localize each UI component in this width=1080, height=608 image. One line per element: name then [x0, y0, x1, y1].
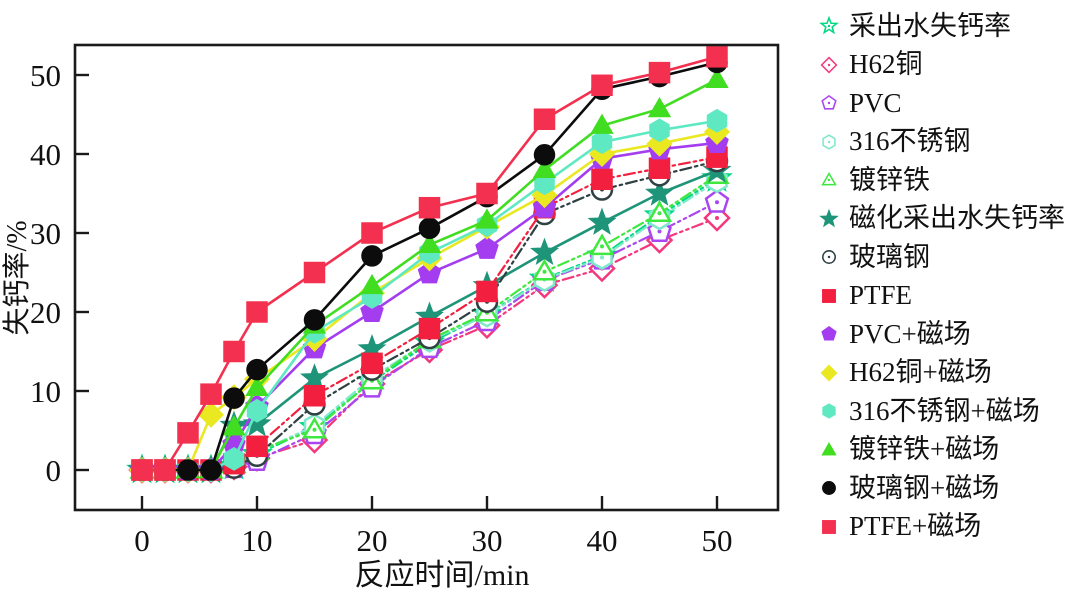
legend-marker-circle-filled-icon: [822, 481, 836, 496]
legend-item: PTFE+磁场: [816, 508, 1078, 547]
legend-marker-triangle-filled-icon: [821, 441, 837, 456]
x-tick-label: 50: [702, 523, 733, 558]
legend-marker-pentagon-filled-icon: [821, 326, 837, 341]
x-axis-label: 反应时间/min: [354, 559, 529, 592]
plot-border: [73, 43, 780, 512]
legend-marker-star-open-icon: [819, 15, 839, 35]
legend-item: 玻璃钢+磁场: [816, 469, 1078, 508]
legend-label: 磁化采出水失钙率: [849, 203, 1065, 234]
legend-label: PTFE: [849, 280, 913, 311]
legend-marker-square-filled-icon: [822, 288, 836, 303]
x-tick-label: 30: [472, 523, 503, 558]
y-tick-label: 40: [30, 137, 61, 172]
legend-item: H62铜+磁场: [816, 354, 1078, 393]
legend-item: 镀锌铁+磁场: [816, 431, 1078, 470]
legend-item: 316不锈钢+磁场: [816, 392, 1078, 431]
y-axis-label: 失钙率/%: [1, 220, 33, 335]
legend-label: 316不锈钢+磁场: [849, 395, 1040, 426]
legend-item: 镀锌铁: [816, 161, 1078, 200]
legend-label: 采出水失钙率: [849, 10, 1011, 41]
legend-item: PTFE: [816, 277, 1078, 316]
legend-label: 玻璃钢: [849, 241, 930, 272]
series-H62铜+磁场: [128, 118, 731, 484]
tick-layer: 0 10 20 30 40 50 0 10 20 30 40 50: [30, 58, 733, 558]
legend-marker-pentagon-open-icon: [821, 95, 837, 110]
legend-marker-hexagon-open-icon: [822, 134, 836, 150]
x-tick-label: 20: [357, 523, 388, 558]
legend: 采出水失钙率 H62铜 PVC 316不锈钢 镀锌铁磁化采出水失钙率 玻璃钢 PTFE PVC…: [816, 7, 1078, 546]
legend-item: H62铜: [816, 46, 1078, 85]
legend-marker-star-filled-icon: [819, 208, 839, 227]
legend-label: PTFE+磁场: [849, 511, 982, 542]
y-tick-label: 0: [46, 453, 62, 488]
legend-marker-triangle-open-icon: [821, 172, 837, 186]
legend-item: 玻璃钢: [816, 238, 1078, 277]
legend-marker-circle-open-icon: [822, 250, 836, 265]
legend-label: 镀锌铁: [849, 164, 930, 195]
y-tick-label: 30: [30, 216, 61, 251]
series-316不锈钢+磁场: [131, 108, 728, 482]
legend-marker-diamond-open-icon: [820, 56, 838, 74]
legend-label: H62铜: [849, 49, 923, 80]
y-tick-label: 10: [30, 374, 61, 409]
x-tick-label: 40: [587, 523, 618, 558]
legend-item: 316不锈钢: [816, 123, 1078, 162]
legend-marker-hexagon-filled-icon: [822, 403, 836, 419]
legend-item: PVC: [816, 84, 1078, 123]
legend-item: 采出水失钙率: [816, 7, 1078, 46]
legend-item: PVC+磁场: [816, 315, 1078, 354]
legend-label: PVC+磁场: [849, 318, 971, 349]
legend-item: 磁化采出水失钙率: [816, 200, 1078, 239]
legend-label: PVC: [849, 87, 902, 118]
legend-marker-square-filled-icon: [822, 519, 836, 534]
legend-label: 玻璃钢+磁场: [849, 472, 1000, 503]
series-PTFE+磁场: [131, 46, 728, 481]
y-tick-label: 20: [30, 295, 61, 330]
y-tick-label: 50: [30, 58, 61, 93]
legend-marker-diamond-filled-icon: [820, 364, 838, 382]
legend-label: 镀锌铁+磁场: [849, 434, 1000, 465]
series-layer: [126, 46, 733, 484]
legend-label: 316不锈钢: [849, 126, 971, 157]
x-tick-label: 0: [134, 523, 150, 558]
legend-label: H62铜+磁场: [849, 357, 992, 388]
x-tick-label: 10: [242, 523, 273, 558]
